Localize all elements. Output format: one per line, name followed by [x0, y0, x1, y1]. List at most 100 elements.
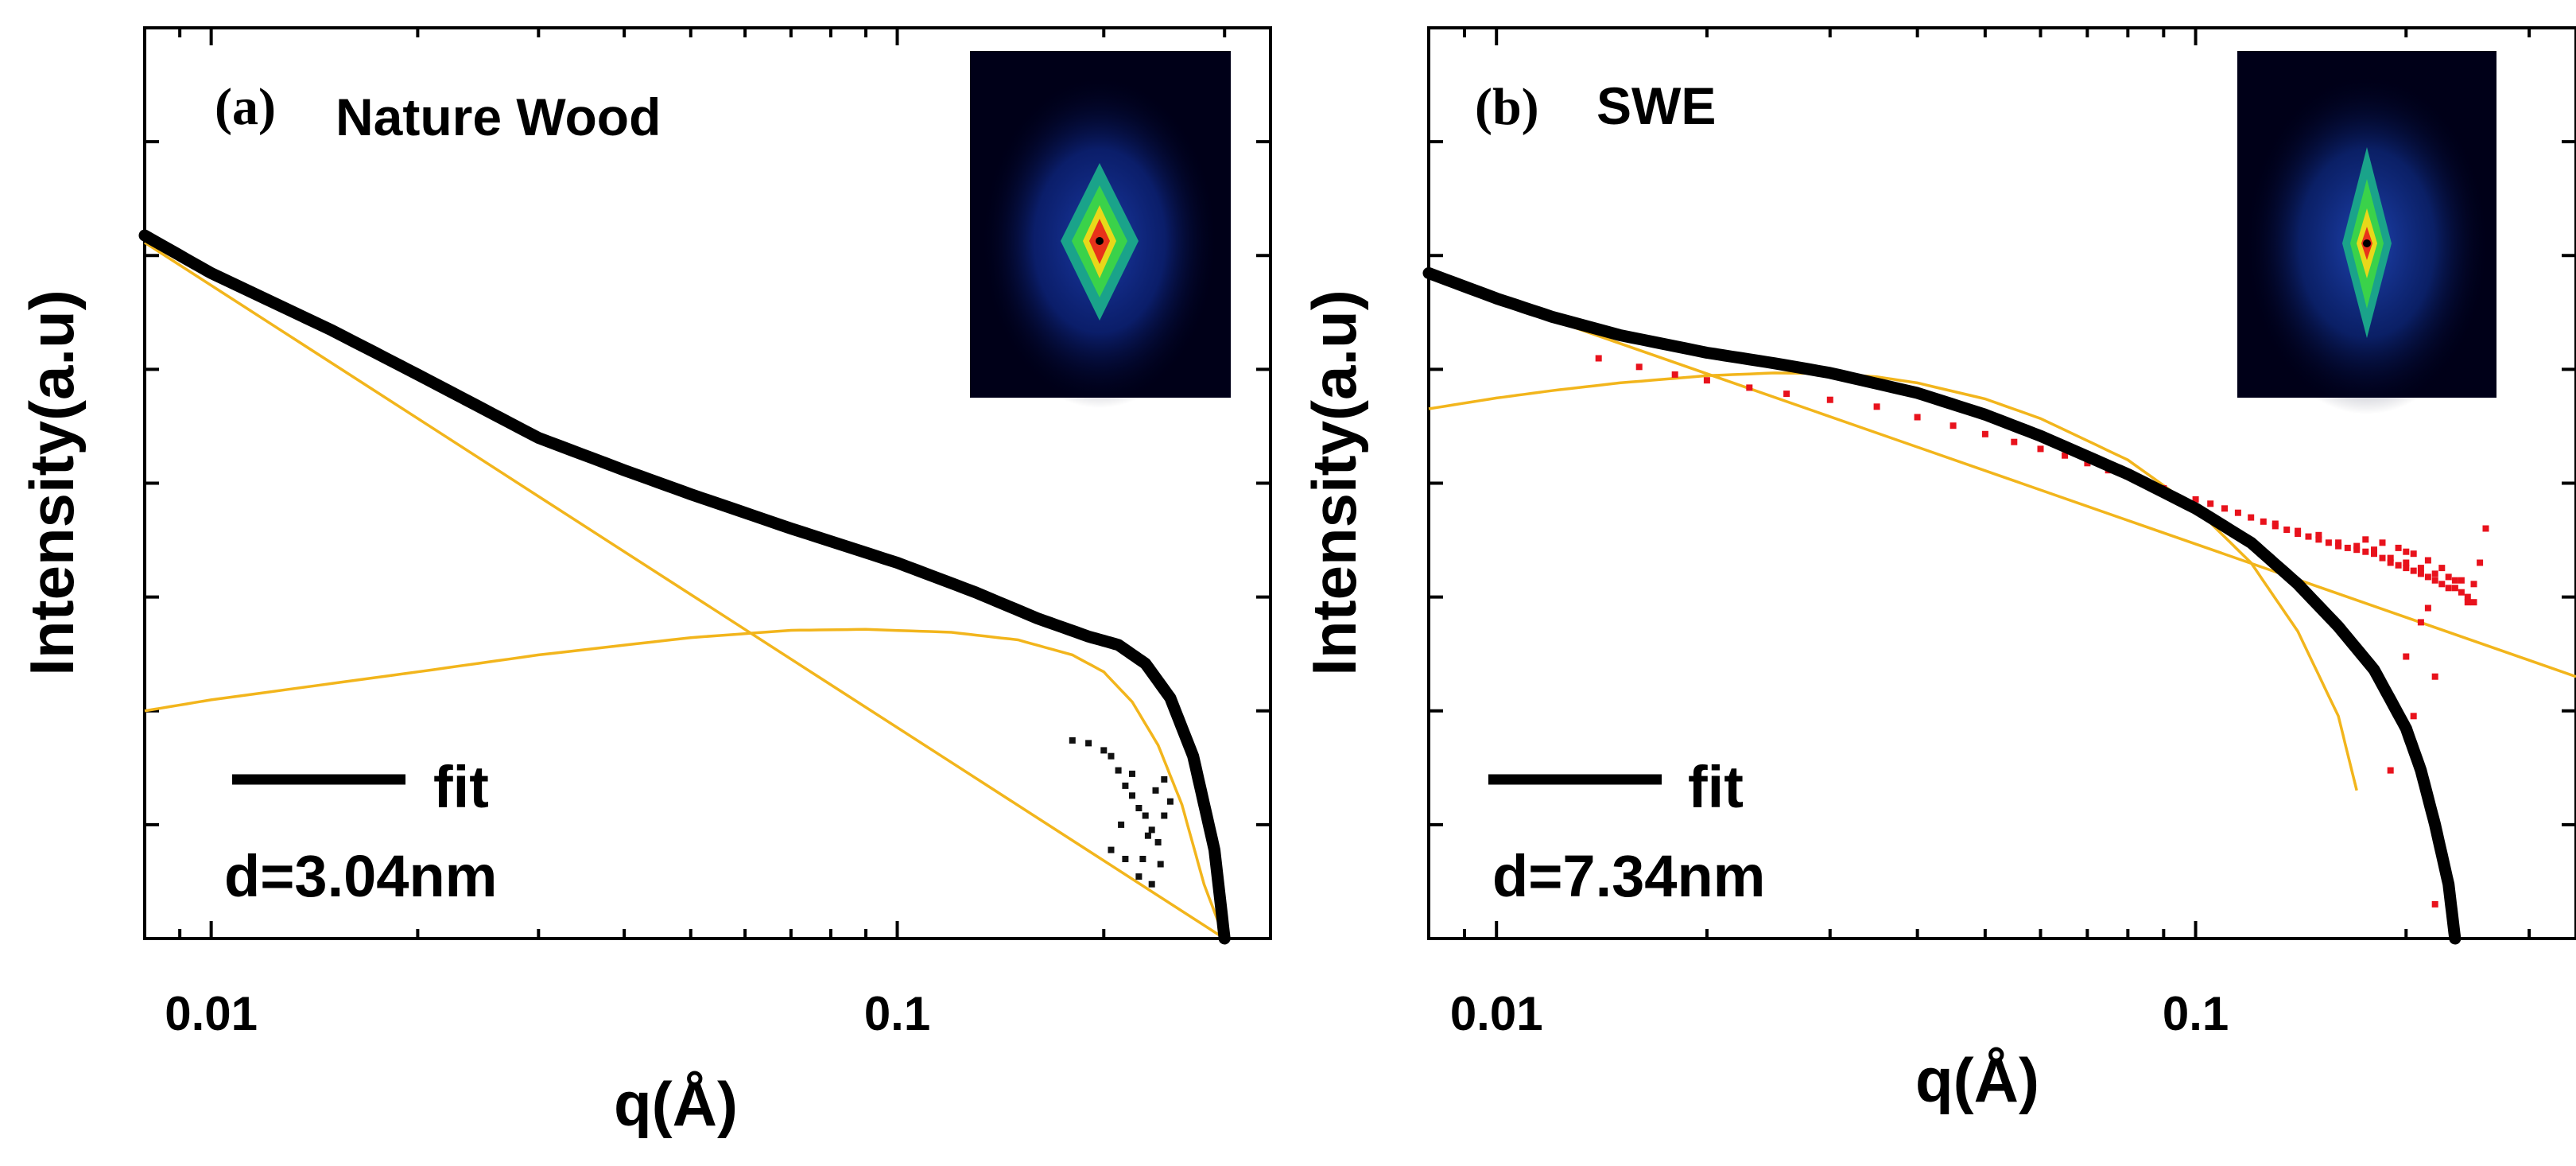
d-spacing-annotation: d=3.04nm — [224, 843, 497, 909]
data-point — [1826, 396, 1833, 403]
data-point — [2362, 548, 2369, 555]
data-point — [1783, 391, 1790, 398]
data-point — [2482, 525, 2489, 532]
data-point — [2395, 562, 2402, 569]
y-axis-label: Intensity(a.u) — [17, 290, 87, 675]
data-point — [1108, 846, 1115, 853]
data-point — [2403, 653, 2410, 660]
data-point — [2431, 673, 2438, 680]
fit-curve — [1422, 266, 2462, 945]
x-axis-label: q(Å) — [614, 1069, 738, 1139]
data-point — [1161, 812, 1168, 819]
y-ticks — [1429, 140, 2576, 826]
data-point — [1949, 422, 1957, 429]
data-point — [2387, 767, 2394, 774]
data-point — [1069, 737, 1076, 744]
x-ticks: 0.01 0.1 — [143, 28, 1227, 1040]
data-point — [1703, 377, 1710, 384]
data-point — [2387, 554, 2394, 562]
data-point — [2424, 557, 2431, 564]
x-tick-label: 0.01 — [1450, 987, 1543, 1040]
data-point — [2410, 550, 2417, 558]
data-point — [1129, 770, 1135, 777]
data-points — [1595, 355, 2489, 908]
chart-title: SWE — [1596, 76, 1716, 135]
data-point — [1122, 782, 1129, 789]
data-point — [2353, 546, 2361, 554]
data-point — [1148, 880, 1155, 888]
data-point — [2395, 544, 2402, 551]
data-point — [1085, 740, 1092, 747]
x-tick-label: 0.01 — [165, 987, 258, 1040]
data-point — [2470, 599, 2477, 606]
data-point — [1981, 430, 1988, 437]
data-point — [1139, 856, 1146, 862]
data-point — [2403, 559, 2410, 566]
d-spacing-annotation: d=7.34nm — [1492, 843, 1765, 909]
inset-saxs-pattern — [2237, 51, 2496, 414]
data-point — [1100, 747, 1108, 754]
data-point — [2084, 460, 2091, 467]
data-point — [1671, 371, 1678, 378]
data-point — [2431, 570, 2438, 577]
power-law-component-line — [1428, 275, 2576, 678]
inset-saxs-pattern — [970, 51, 1231, 408]
data-points — [1069, 737, 1174, 888]
data-point — [2271, 520, 2279, 527]
data-point — [2371, 550, 2377, 558]
x-axis-label: q(Å) — [1915, 1045, 2039, 1115]
data-point — [2470, 581, 2477, 588]
y-axis-label: Intensity(a.u) — [1299, 290, 1369, 675]
data-point — [2458, 577, 2465, 584]
data-point — [2403, 548, 2410, 555]
data-point — [1595, 355, 1602, 362]
data-point — [2325, 539, 2332, 546]
chart-title: Nature Wood — [336, 87, 661, 146]
x-tick-label: 0.1 — [2163, 987, 2229, 1040]
data-point — [1118, 821, 1125, 828]
data-point — [2362, 536, 2369, 543]
data-point — [2207, 500, 2214, 507]
data-point — [1154, 839, 1162, 845]
data-point — [2403, 565, 2410, 572]
legend-fit-label: fit — [433, 754, 489, 820]
fit-components — [1428, 275, 2576, 791]
data-point — [2192, 496, 2199, 503]
data-point — [2283, 527, 2291, 533]
data-point — [2417, 570, 2424, 577]
data-point — [2464, 593, 2471, 600]
data-point — [2315, 531, 2322, 538]
data-point — [1148, 826, 1155, 834]
data-point — [1635, 363, 1643, 371]
data-point — [2410, 567, 2417, 574]
data-point — [1144, 832, 1151, 839]
data-point — [2234, 509, 2241, 516]
data-point — [2417, 565, 2424, 572]
peak-component-line — [144, 628, 1226, 939]
data-point — [1746, 384, 1753, 391]
data-point — [2260, 518, 2267, 525]
data-point — [2315, 536, 2322, 543]
fit-components — [144, 241, 1226, 940]
data-point — [2410, 713, 2417, 720]
data-point — [2387, 559, 2394, 566]
data-point — [2037, 445, 2044, 453]
panel-swe: 0.01 0.1 (b) SWE fit d=7.34nm q( — [1299, 26, 2576, 1115]
data-point — [1122, 856, 1129, 862]
data-point — [2451, 577, 2458, 584]
data-point — [2424, 604, 2431, 612]
data-point — [1157, 861, 1164, 868]
data-point — [2451, 585, 2458, 592]
data-point — [1135, 805, 1143, 811]
data-point — [2305, 533, 2312, 540]
data-point — [2221, 505, 2228, 512]
y-ticks — [145, 140, 1271, 826]
data-point — [2431, 577, 2438, 584]
data-point — [2379, 539, 2386, 546]
fit-curve — [138, 229, 1231, 945]
data-point — [1161, 775, 1168, 783]
data-point — [1152, 787, 1159, 794]
data-point — [1115, 767, 1122, 774]
data-point — [2431, 900, 2438, 908]
data-point — [2011, 438, 2018, 445]
